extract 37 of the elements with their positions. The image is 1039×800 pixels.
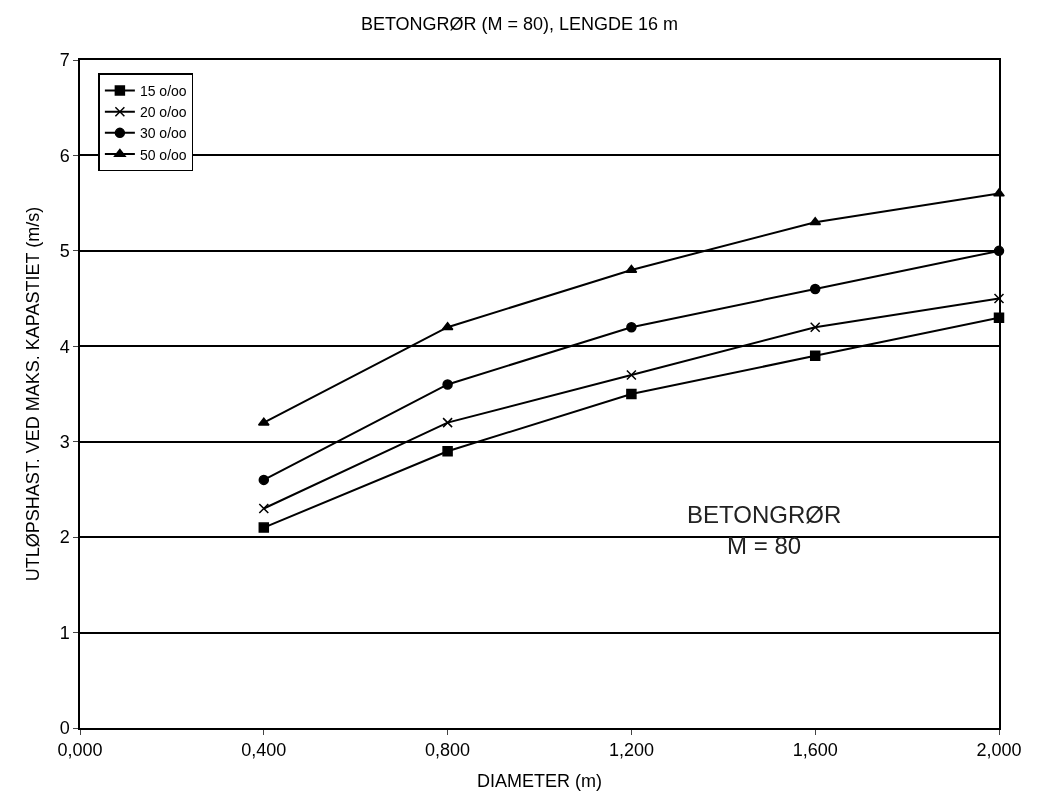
- y-tick-label: 5: [59, 241, 70, 262]
- point: [442, 446, 453, 457]
- legend-label: 15 o/oo: [139, 82, 187, 99]
- chart-title: BETONGRØR (M = 80), LENGDE 16 m: [360, 14, 679, 34]
- legend-label: 20 o/oo: [139, 104, 187, 121]
- point: [258, 503, 270, 514]
- legend-label: 30 o/oo: [139, 125, 187, 142]
- point: [809, 283, 821, 295]
- point: [809, 321, 821, 333]
- x-tick-label: 0,800: [425, 740, 471, 761]
- point: [993, 293, 1005, 304]
- x-tick-label: 0,000: [57, 740, 103, 761]
- point: [258, 522, 270, 533]
- x-tick-label: 0,400: [241, 740, 287, 761]
- x-tick-label: 1,200: [608, 740, 654, 761]
- x-tick-label: 1,600: [792, 740, 838, 761]
- point: [809, 216, 822, 226]
- y-tick-label: 2: [59, 527, 70, 548]
- y-tick-label: 1: [59, 622, 70, 643]
- x-axis-title: DIAMETER (m): [477, 770, 602, 791]
- y-tick-label: 0: [59, 718, 70, 739]
- y-axis-title: UTLØPSHAST. VED MAKS. KAPASTIET (m/s): [23, 206, 44, 582]
- annotation: BETONGRØR M = 80: [687, 501, 842, 560]
- point: [626, 369, 637, 381]
- y-tick-label: 6: [59, 145, 70, 166]
- point: [626, 321, 637, 333]
- point: [626, 388, 637, 400]
- y-tick-label: 4: [59, 336, 70, 357]
- point: [809, 350, 821, 362]
- point: [442, 417, 453, 428]
- x-tick-label: 2,000: [976, 740, 1022, 761]
- y-tick-label: 3: [59, 432, 70, 453]
- y-tick-label: 7: [59, 50, 70, 71]
- point: [441, 321, 454, 331]
- legend-label: 50 o/oo: [139, 146, 187, 163]
- point: [442, 379, 453, 390]
- point: [258, 474, 270, 486]
